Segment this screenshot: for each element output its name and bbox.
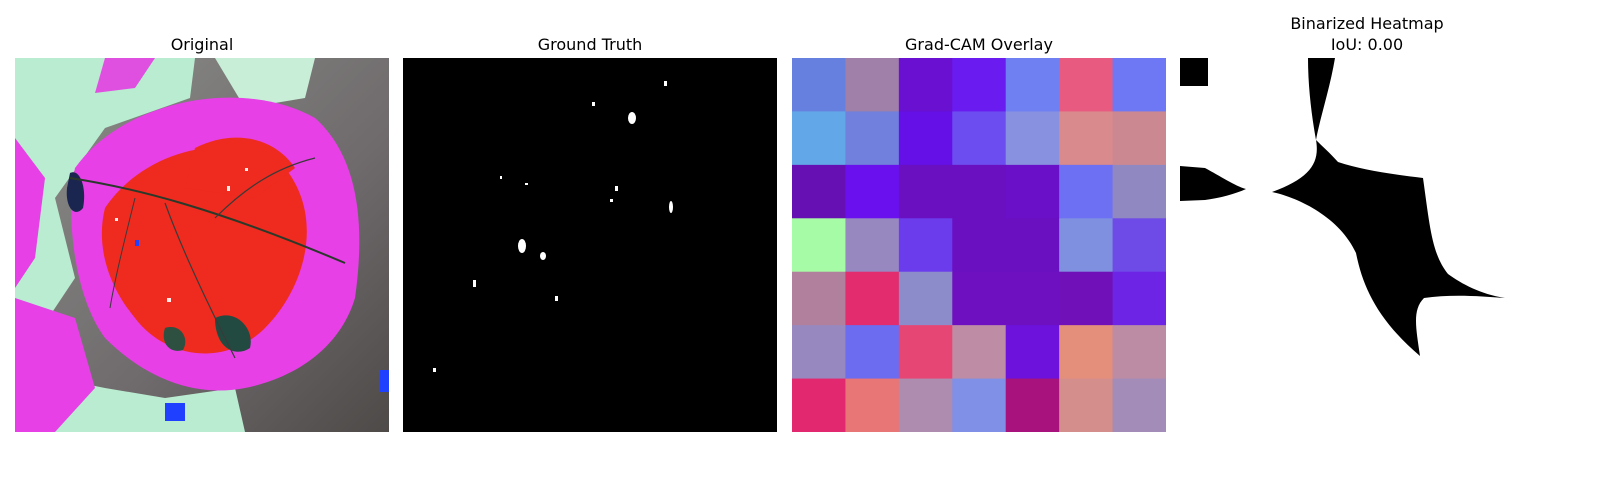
gradcam-cell (898, 164, 953, 219)
gradcam-cell (1059, 325, 1114, 380)
panel-title-binarized: Binarized Heatmap (1290, 14, 1444, 33)
gradcam-cell (1059, 58, 1114, 112)
ground-truth-mask (403, 58, 777, 432)
gradcam-cell (898, 111, 953, 166)
gradcam-cell (1112, 271, 1166, 326)
binarized-heatmap (1180, 58, 1554, 432)
gradcam-cell (1005, 218, 1060, 273)
gradcam-cell (792, 378, 846, 432)
gradcam-cell (1112, 164, 1166, 219)
gradcam-cell (845, 58, 900, 112)
gradcam-cell (952, 58, 1007, 112)
gradcam-cell (898, 325, 953, 380)
gradcam-cell (1059, 378, 1114, 432)
original-image (15, 58, 389, 432)
gradcam-cell (898, 271, 953, 326)
gradcam-cell (1059, 218, 1114, 273)
gradcam-cell (898, 378, 953, 432)
gradcam-cell (1112, 218, 1166, 273)
gradcam-cell (1059, 164, 1114, 219)
gradcam-cell (792, 58, 846, 112)
gradcam-cell (1005, 58, 1060, 112)
gradcam-cell (1059, 271, 1114, 326)
gradcam-cell (952, 164, 1007, 219)
gradcam-cell (952, 271, 1007, 326)
gradcam-cell (952, 378, 1007, 432)
gradcam-cell (792, 218, 846, 273)
panel-title-gradcam: Grad-CAM Overlay (905, 35, 1053, 54)
gradcam-cell (1005, 111, 1060, 166)
panel-title-ground-truth: Ground Truth (537, 35, 643, 54)
gradcam-cell (792, 271, 846, 326)
gradcam-overlay (792, 58, 1166, 432)
gradcam-cell (845, 271, 900, 326)
gradcam-cell (792, 164, 846, 219)
gradcam-cell (845, 111, 900, 166)
gradcam-cell (792, 325, 846, 380)
gradcam-cell (845, 164, 900, 219)
gradcam-cell (952, 218, 1007, 273)
panel-subtitle-iou: IoU: 0.00 (1330, 35, 1404, 54)
gradcam-cell (1005, 378, 1060, 432)
gradcam-cell (1112, 111, 1166, 166)
gradcam-cell (1059, 111, 1114, 166)
panel-title-original: Original (170, 35, 234, 54)
gradcam-cell (898, 218, 953, 273)
gradcam-cell (1112, 58, 1166, 112)
gradcam-cell (1005, 325, 1060, 380)
gradcam-cell (845, 218, 900, 273)
gradcam-cell (1005, 164, 1060, 219)
gradcam-cell (845, 378, 900, 432)
gradcam-cell (952, 325, 1007, 380)
gradcam-cell (952, 111, 1007, 166)
gradcam-cell (792, 111, 846, 166)
gradcam-cell (1112, 378, 1166, 432)
gradcam-cell (1005, 271, 1060, 326)
gradcam-cell (1112, 325, 1166, 380)
gradcam-cell (898, 58, 953, 112)
gradcam-cell (845, 325, 900, 380)
